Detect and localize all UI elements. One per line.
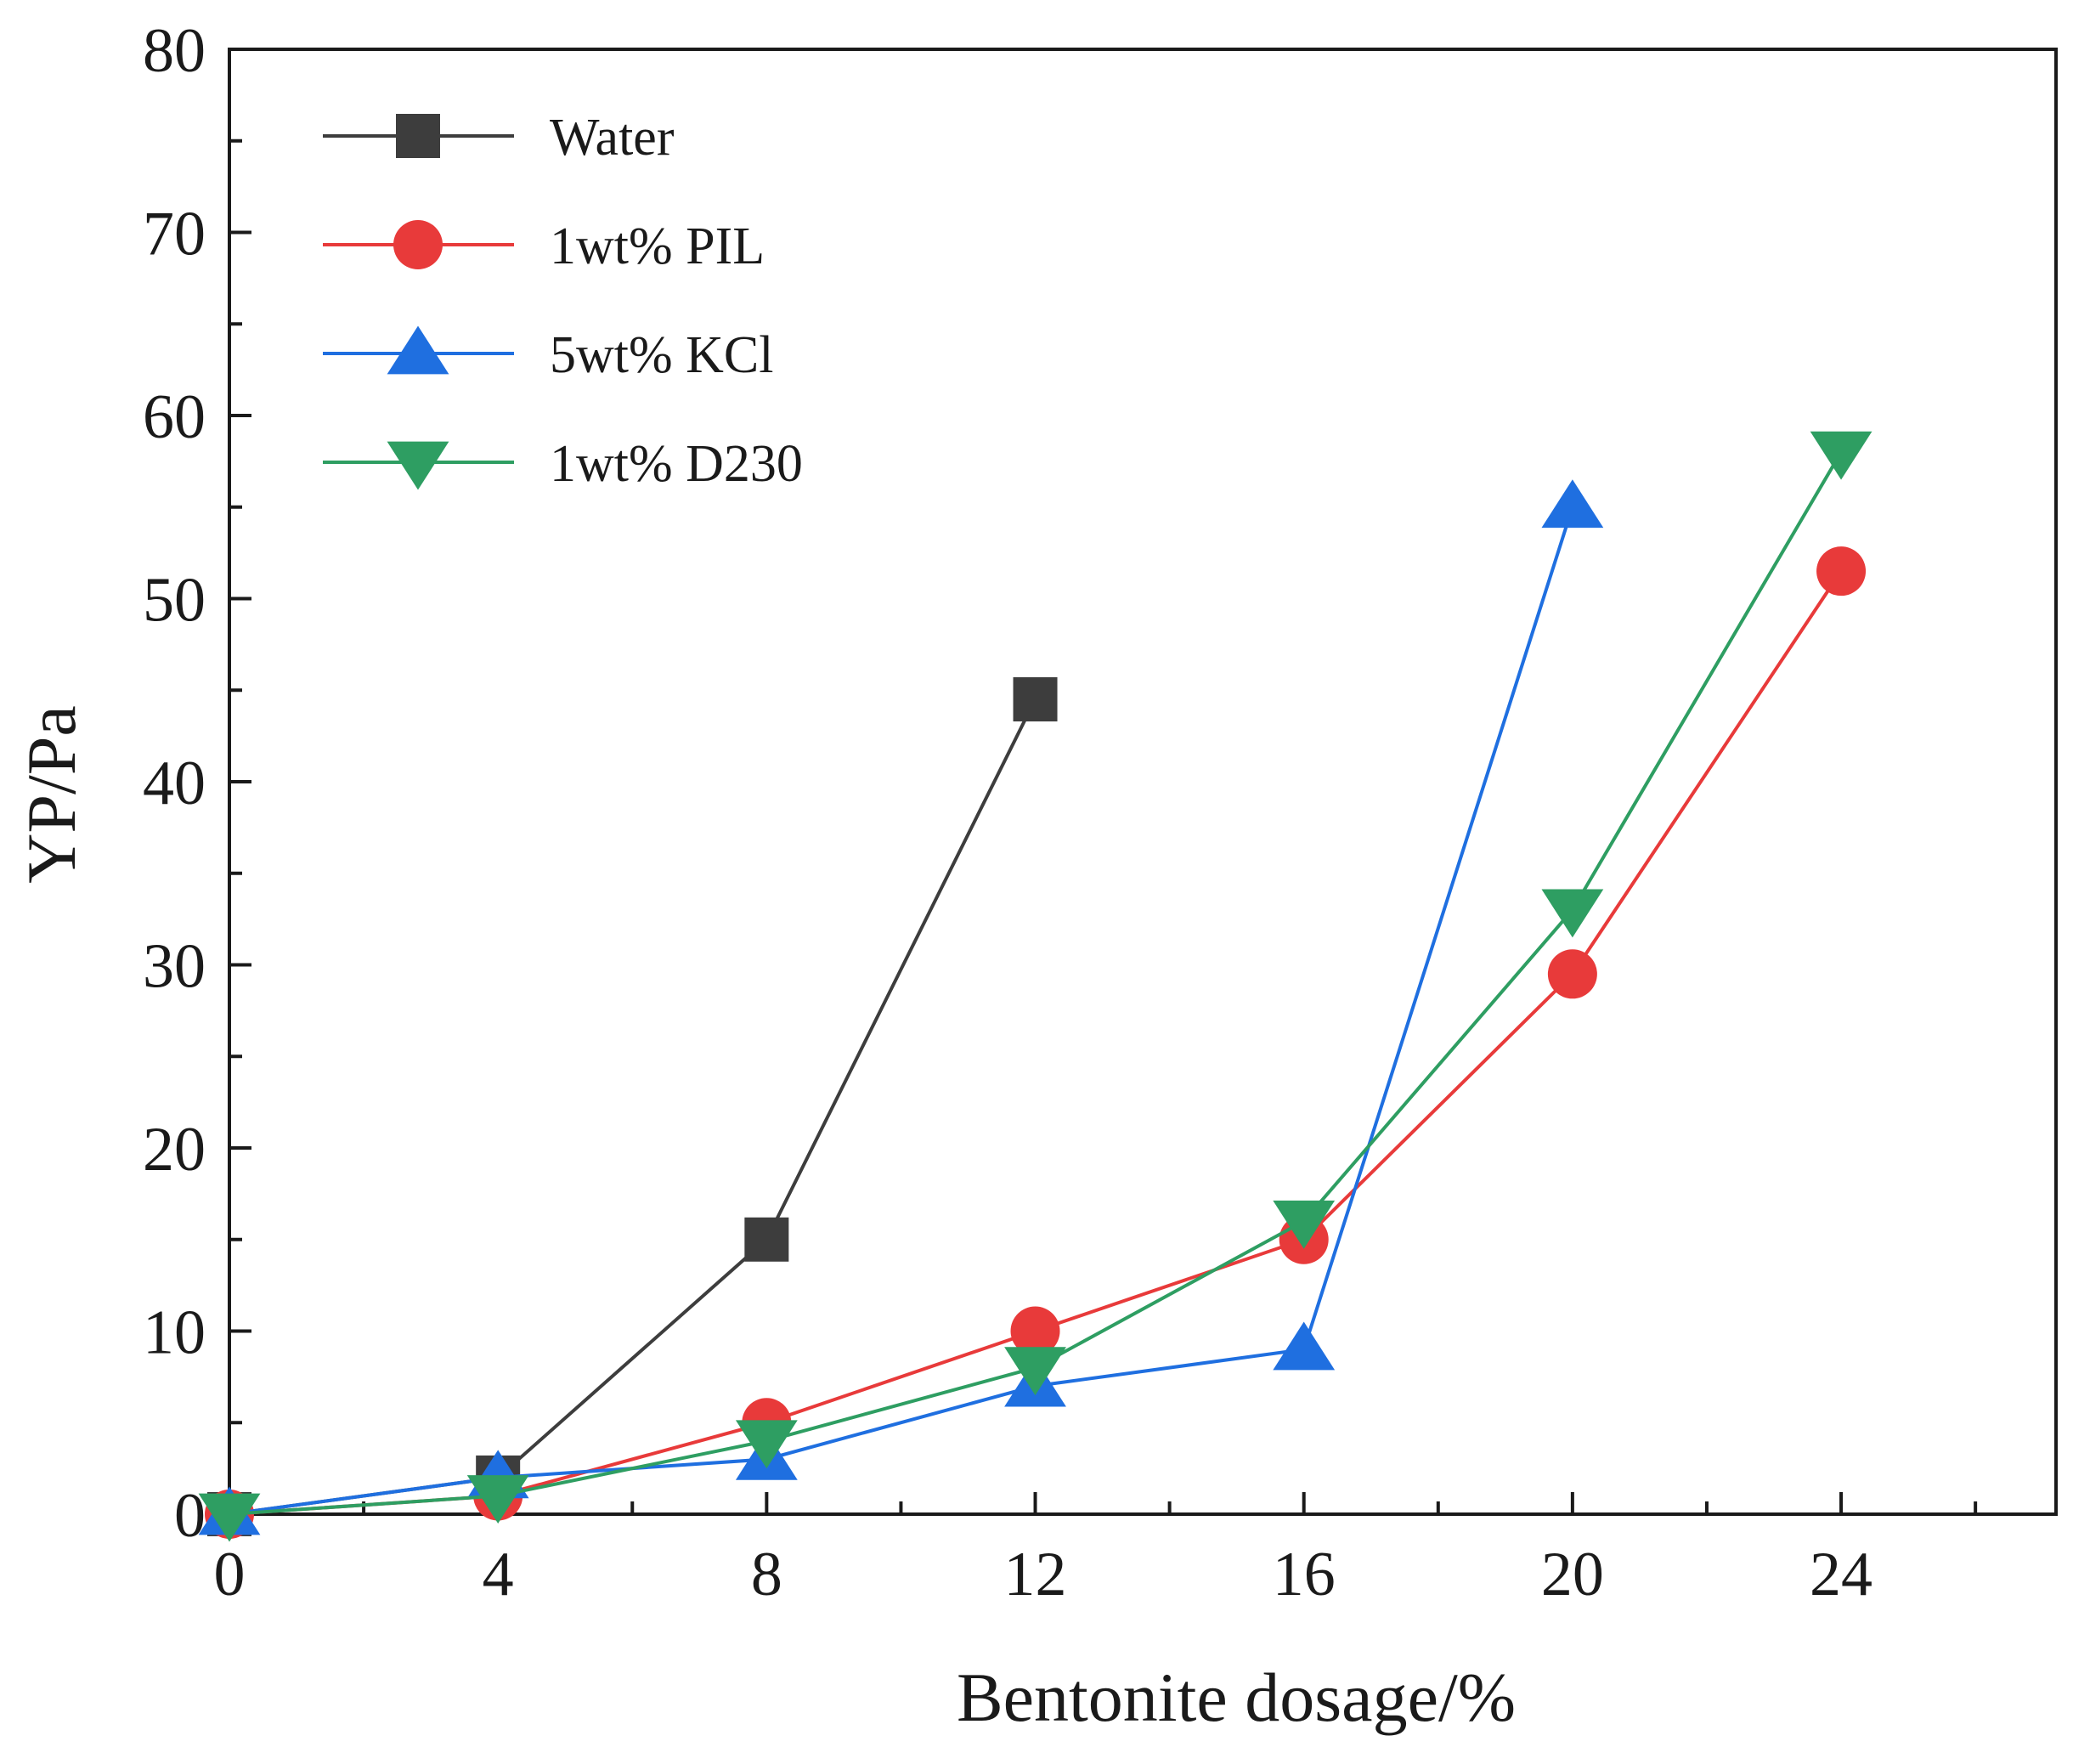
- legend-label-5wt-kcl: 5wt% KCl: [550, 326, 774, 384]
- point-1wt-d230-6: [1810, 431, 1872, 480]
- y-tick-label-1: 10: [143, 1298, 206, 1368]
- point-1wt-pil-3: [1010, 1306, 1060, 1356]
- x-tick-label-1: 4: [483, 1540, 514, 1609]
- y-axis-title: YP/Pa: [13, 705, 90, 884]
- x-tick-label-5: 20: [1541, 1540, 1604, 1609]
- point-5wt-kcl-5: [1541, 479, 1604, 529]
- point-1wt-d230-5: [1541, 889, 1604, 938]
- series-line-5wt-kcl: [229, 506, 1574, 1516]
- legend: Water 1wt% PIL 5wt% KCl 1wt% D230: [323, 109, 803, 493]
- x-tick-label-6: 24: [1810, 1540, 1872, 1609]
- axes: 0 4 8 12 16 20 24 0 10 20 30 40 50 60 70 80: [143, 16, 2058, 1609]
- y-tick-label-6: 60: [143, 382, 206, 452]
- y-tick-label-4: 40: [143, 749, 206, 818]
- legend-label-1wt-d230: 1wt% D230: [550, 435, 803, 493]
- y-tick-label-2: 20: [143, 1115, 206, 1184]
- x-tick-label-4: 16: [1273, 1540, 1336, 1609]
- x-tick-label-2: 8: [751, 1540, 782, 1609]
- legend-marker-5wt-kcl: [387, 325, 449, 375]
- point-1wt-d230-4: [1273, 1200, 1336, 1249]
- y-tick-label-8: 80: [143, 16, 206, 86]
- x-tick-label-3: 12: [1004, 1540, 1067, 1609]
- point-water-2: [744, 1217, 789, 1262]
- point-1wt-pil-6: [1816, 546, 1867, 596]
- point-1wt-d230-0: [198, 1493, 261, 1542]
- series-1wt-d230: [198, 431, 1872, 1542]
- y-tick-label-5: 50: [143, 566, 206, 636]
- legend-label-water: Water: [550, 109, 675, 167]
- point-1wt-d230-2: [735, 1420, 798, 1469]
- point-1wt-pil-5: [1547, 949, 1597, 999]
- x-tick-label-0: 0: [214, 1540, 246, 1609]
- legend-marker-1wt-d230: [387, 441, 449, 490]
- legend-label-1wt-pil: 1wt% PIL: [550, 218, 765, 275]
- y-tick-label-3: 30: [143, 932, 206, 1002]
- point-water-3: [1013, 677, 1058, 722]
- point-5wt-kcl-4: [1273, 1321, 1336, 1371]
- point-1wt-d230-3: [1004, 1347, 1066, 1396]
- series-layer: [198, 431, 1872, 1542]
- x-axis-title: Bentonite dosage/%: [957, 1659, 1516, 1736]
- y-tick-label-7: 70: [143, 200, 206, 269]
- point-1wt-d230-1: [466, 1475, 529, 1524]
- y-tick-label-0: 0: [174, 1481, 206, 1551]
- legend-marker-1wt-pil: [393, 220, 443, 269]
- legend-marker-water: [396, 114, 440, 158]
